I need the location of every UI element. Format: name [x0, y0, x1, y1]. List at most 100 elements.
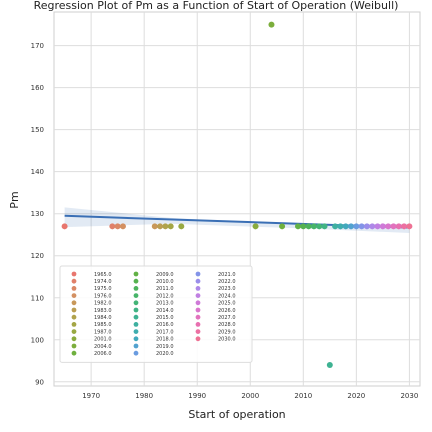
x-tick-label: 2010	[294, 392, 312, 400]
x-tick-label: 2020	[347, 392, 365, 400]
legend-entry-label: 2018.0	[156, 337, 174, 343]
legend-entry-label: 1982.0	[94, 301, 112, 307]
y-tick-label: 140	[31, 168, 44, 176]
data-point-1976.0	[119, 223, 126, 230]
chart-title: Regression Plot of Pm as a Function of S…	[34, 0, 399, 12]
data-point-1975.0	[114, 223, 121, 230]
data-point-2021.0	[358, 223, 365, 230]
data-point-2022.0	[363, 223, 370, 230]
legend-marker	[71, 329, 77, 334]
data-point-2023.0	[369, 223, 376, 230]
legend-marker	[133, 271, 139, 277]
legend-marker	[71, 350, 77, 356]
legend-marker	[195, 293, 201, 298]
y-tick-label: 90	[35, 378, 44, 386]
data-point-1987.0	[178, 223, 185, 230]
legend-entry-label: 2017.0	[156, 329, 174, 335]
y-tick-label: 160	[31, 84, 44, 92]
legend-marker	[195, 314, 201, 320]
legend-entry-label: 2004.0	[94, 344, 112, 350]
data-point-2012.0	[310, 223, 317, 230]
data-point-1974.0	[109, 223, 116, 230]
legend-entry-label: 2023.0	[218, 286, 236, 292]
legend-entry-label: 2016.0	[156, 322, 174, 328]
legend-marker	[133, 343, 139, 349]
legend-entry-label: 2029.0	[218, 329, 236, 335]
data-point-1982.0	[151, 223, 158, 230]
data-point-2025.0	[379, 223, 386, 230]
data-point-1985.0	[167, 223, 174, 230]
data-points	[61, 21, 413, 368]
data-point-2020.0	[353, 223, 360, 230]
legend-marker	[133, 300, 139, 306]
legend-marker	[133, 336, 139, 342]
legend-entry-label: 1984.0	[94, 315, 112, 321]
y-axis-label: Pm	[8, 191, 21, 208]
data-point-2016.0	[332, 223, 339, 230]
legend-marker	[71, 278, 77, 284]
legend-entry-label: 2022.0	[218, 279, 236, 285]
data-point-2018.0	[342, 223, 349, 230]
legend-marker	[195, 329, 201, 334]
legend-entry-label: 2006.0	[94, 351, 112, 357]
x-tick-label: 1990	[188, 392, 206, 400]
legend-marker	[195, 336, 201, 342]
data-point-2019.0	[348, 223, 355, 230]
data-point-2030.0	[406, 223, 413, 230]
legend-marker	[133, 350, 139, 356]
legend-entry-label: 2014.0	[156, 308, 174, 314]
x-tick-label: 1970	[82, 392, 100, 400]
data-point-2010.0	[300, 223, 307, 230]
data-point-1984.0	[162, 223, 169, 230]
legend-entry-label: 2009.0	[156, 272, 174, 278]
y-tick-label: 170	[31, 42, 44, 50]
legend-marker	[71, 307, 77, 313]
legend-entry-label: 1975.0	[94, 286, 112, 292]
legend-entry-label: 1965.0	[94, 272, 112, 278]
legend-entry-label: 2015.0	[156, 315, 174, 321]
x-tick-label: 1980	[135, 392, 153, 400]
legend-marker	[133, 278, 139, 284]
legend-entry-label: 2019.0	[156, 344, 174, 350]
y-tick-label: 130	[31, 210, 44, 218]
data-point-2014.0	[321, 223, 328, 230]
legend-marker	[71, 336, 77, 342]
data-point-2027.0	[390, 223, 397, 230]
y-tick-label: 110	[31, 294, 44, 302]
data-point-2015.0	[326, 361, 333, 368]
x-axis-label: Start of operation	[188, 408, 285, 421]
data-point-2009.0	[295, 223, 301, 230]
legend-marker	[133, 329, 139, 334]
data-point-2011.0	[305, 223, 312, 230]
y-tick-label: 120	[31, 252, 44, 260]
x-tick-label: 2030	[400, 392, 418, 400]
legend-entry-label: 2013.0	[156, 301, 174, 307]
x-tick-label: 2000	[241, 392, 259, 400]
legend-entry-label: 2027.0	[218, 315, 236, 321]
data-point-2028.0	[395, 223, 402, 230]
legend-entry-label: 2025.0	[218, 301, 236, 307]
legend-entry-label: 1976.0	[94, 293, 112, 299]
y-tick-label: 150	[31, 126, 44, 134]
legend-entry-label: 2011.0	[156, 286, 174, 292]
data-point-2024.0	[374, 223, 381, 230]
y-axis-ticks: 90 100 110 120 130 140 150 160 170	[31, 42, 44, 386]
legend-entry-label: 2012.0	[156, 293, 174, 299]
legend-marker	[195, 300, 201, 306]
legend-marker	[71, 293, 77, 298]
data-point-2026.0	[385, 223, 392, 230]
legend-marker	[71, 343, 77, 349]
legend-marker	[71, 286, 77, 291]
x-axis-ticks: 1970 1980 1990 2000 2010 2020 2030	[82, 392, 418, 400]
legend-entry-label: 2024.0	[218, 293, 236, 299]
legend-entry-label: 1985.0	[94, 322, 112, 328]
legend-entry-label: 1974.0	[94, 279, 112, 285]
legend-entry-label: 2026.0	[218, 308, 236, 314]
legend-marker	[133, 322, 139, 327]
legend-marker	[133, 314, 139, 320]
legend-marker	[133, 293, 139, 298]
legend-entry-label: 2020.0	[156, 351, 174, 357]
data-point-2013.0	[316, 223, 323, 230]
